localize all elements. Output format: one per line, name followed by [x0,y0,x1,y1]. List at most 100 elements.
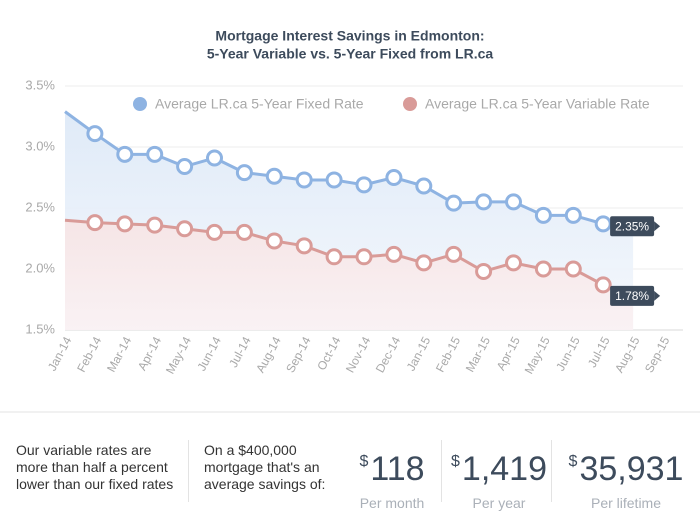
legend-label: Average LR.ca 5-Year Variable Rate [425,96,650,112]
x-tick-label: Feb-14 [74,334,104,374]
marker [116,145,134,163]
amount: 118 [370,450,425,488]
marker [325,248,343,266]
x-tick-label: Mar-14 [104,334,134,374]
marker [146,145,164,163]
x-tick-label: Jan-15 [404,334,434,373]
x-tick-label: Dec-14 [373,334,404,375]
marker [564,206,582,224]
marker [385,245,403,263]
note-line: more than half a percent [16,459,168,475]
value-label: 2.35% [610,216,661,237]
separator [551,440,552,502]
stat-amount: $1,419 [445,442,553,489]
x-tick-label: Jun-14 [194,334,224,373]
currency: $ [451,453,460,470]
x-tick-label: Nov-14 [343,334,374,375]
area [65,220,634,330]
x-tick-label: May-15 [522,334,553,376]
x-tick-label: Aug-15 [612,334,643,375]
stat-label: Per year [472,495,526,511]
marker [475,262,493,280]
marker [594,276,612,294]
marker [325,171,343,189]
stat-amount: $118 [342,442,442,489]
marker [206,223,223,241]
marker [505,254,522,272]
separator [188,440,189,502]
x-tick-label: Apr-15 [494,334,523,373]
marker [265,167,283,185]
x-tick-label: Jul-14 [226,334,254,370]
stat-label: Per lifetime [590,495,662,511]
marker [385,169,403,186]
marker [505,193,522,211]
label-box [610,216,655,237]
x-tick-label: Jul-15 [585,334,613,370]
marker [146,216,164,234]
amount: 35,931 [579,450,684,488]
note: On a $400,000 mortgage that's an average… [204,442,339,524]
x-tick-label: May-14 [163,334,194,376]
marker [116,215,134,233]
marker [86,125,104,143]
stat: $118 Per month [342,424,442,524]
marker [534,206,552,224]
stat-label: Per month [359,495,425,511]
label-box [610,285,655,306]
currency: $ [359,453,369,470]
note: Our variable rates are more than half a … [16,442,186,524]
x-tick-label: Jun-15 [553,334,583,373]
chart: Mortgage Interest Savings in Edmonton: 5… [0,28,700,413]
marker [355,176,373,194]
marker [176,220,194,238]
x-tick-label: Feb-15 [433,334,463,374]
legend-swatch [403,97,417,111]
marker [235,164,253,182]
marker [475,193,493,211]
marker [206,149,223,167]
chart-subtitle: 5-Year Variable vs. 5-Year Fixed from LR… [207,46,494,62]
y-tick-label: 2.5% [25,199,55,214]
marker [534,260,552,278]
marker [295,171,313,189]
note-line: average savings of: [204,476,326,492]
marker [265,232,283,250]
note-line: On a $400,000 [204,442,297,458]
x-tick-label: Mar-15 [463,334,493,374]
stat-amount: $35,931 [555,442,697,489]
marker [445,245,463,263]
note-line: Our variable rates are [16,442,152,458]
value-label-text: 1.78% [615,289,649,303]
separator [441,440,442,502]
marker [415,177,433,195]
y-tick-label: 3.0% [25,138,55,153]
y-tick-label: 2.0% [25,260,55,275]
marker [176,158,194,176]
x-tick-label: Sep-15 [642,334,673,375]
y-tick-label: 1.5% [25,321,55,336]
x-tick-label: Apr-14 [135,334,164,373]
y-tick-label: 3.5% [25,77,55,92]
stat: $1,419 Per year [445,424,553,524]
stat: $35,931 Per lifetime [555,424,697,524]
marker [235,223,253,241]
label-pointer [654,221,661,232]
marker [564,260,582,278]
legend-swatch [133,97,147,111]
marker [355,248,373,266]
x-tick-label: Aug-14 [253,334,284,375]
note-line: lower than our fixed rates [16,476,174,492]
value-label-text: 2.35% [615,219,649,233]
marker [415,254,433,272]
x-tick-label: Jan-14 [45,334,75,373]
amount: 1,419 [461,450,547,488]
chart-title: Mortgage Interest Savings in Edmonton: [215,28,484,44]
marker [594,215,612,233]
x-tick-label: Sep-14 [283,334,314,375]
currency: $ [568,453,578,470]
value-label: 1.78% [610,285,661,306]
marker [86,214,104,232]
legend-label: Average LR.ca 5-Year Fixed Rate [155,96,364,112]
